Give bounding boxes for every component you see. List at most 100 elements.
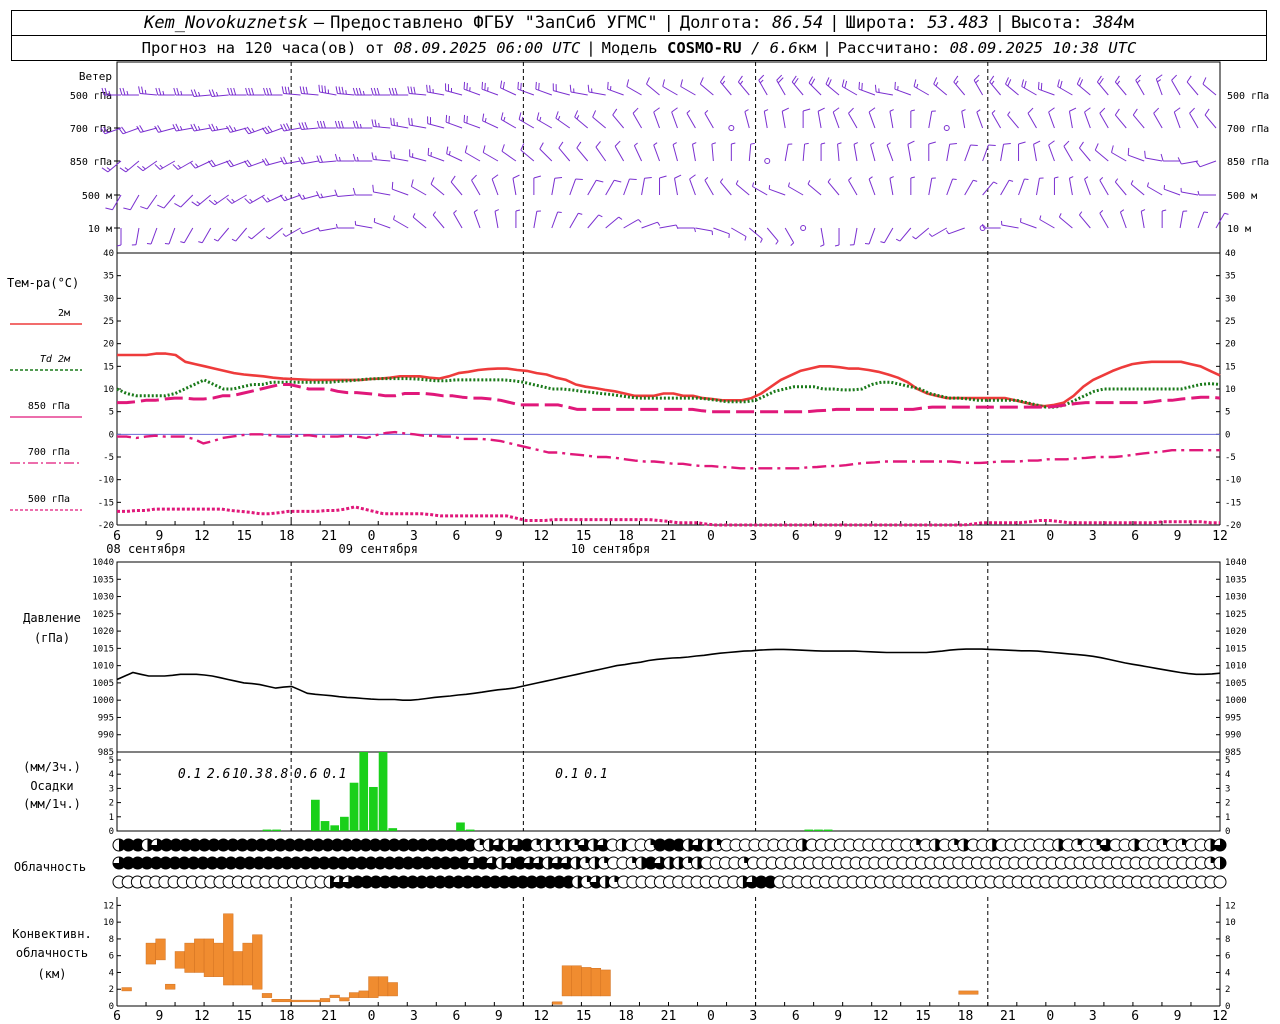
wind-barb bbox=[101, 87, 121, 96]
wind-barb bbox=[1048, 107, 1055, 129]
wind-barb-half-feather bbox=[752, 182, 755, 187]
wind-barb-feather bbox=[118, 127, 124, 135]
wind-barb-half-feather bbox=[693, 227, 696, 233]
wind-barb-half-feather bbox=[853, 142, 859, 145]
x-hour-label-bottom: 6 bbox=[113, 1009, 121, 1024]
wind-barb-feather bbox=[411, 118, 413, 126]
wind-barb-staff bbox=[1068, 178, 1073, 196]
wind-barb-feather bbox=[226, 160, 232, 168]
wind-barb-staff bbox=[587, 180, 597, 196]
wind-barb-staff bbox=[883, 227, 894, 243]
cloud-symbol bbox=[1213, 856, 1227, 870]
wind-barb bbox=[1000, 179, 1014, 196]
precip-bar bbox=[330, 825, 340, 831]
wind-barb-feather bbox=[305, 86, 308, 95]
wind-barb-feather bbox=[141, 86, 144, 94]
conv-cloud-bar bbox=[552, 1001, 563, 1005]
wind-barb-half-feather bbox=[1054, 176, 1059, 179]
wind-barb-feather bbox=[445, 114, 448, 123]
wind-barb bbox=[699, 77, 714, 96]
wind-barb bbox=[1204, 108, 1217, 129]
wind-barb-feather bbox=[208, 160, 214, 168]
x-hour-label-bottom: 18 bbox=[279, 1009, 295, 1024]
wind-barb bbox=[318, 84, 337, 96]
x-hour-label-bottom: 21 bbox=[1000, 1009, 1016, 1024]
cloud-symbol bbox=[1204, 856, 1218, 870]
wind-barb-half-feather bbox=[412, 213, 416, 218]
wind-barb-feather bbox=[928, 141, 936, 145]
wind-barb-staff bbox=[1000, 144, 1005, 162]
wind-barb-feather bbox=[227, 87, 231, 96]
wind-barb-half-feather bbox=[618, 216, 623, 220]
wind-barb-staff bbox=[680, 86, 696, 96]
pressure-y-tick-label: 1020 bbox=[92, 627, 114, 637]
wind-barb-feather bbox=[190, 124, 195, 132]
wind-barb-feather bbox=[138, 86, 141, 94]
wind-barb bbox=[1177, 157, 1199, 165]
header-separator: | bbox=[586, 39, 596, 57]
t850-line bbox=[117, 383, 1221, 414]
calculated-date: 08.09.2025 10:38 UTC bbox=[949, 39, 1137, 57]
wind-barb bbox=[689, 174, 696, 196]
wind-barb-staff bbox=[605, 180, 615, 196]
wind-barb-staff bbox=[1084, 178, 1091, 196]
wind-barb-feather bbox=[355, 87, 359, 96]
conv-y-tick-label-right: 2 bbox=[1225, 985, 1230, 995]
temp-y-tick-label-right: 20 bbox=[1225, 340, 1236, 350]
wind-barb bbox=[781, 107, 789, 129]
x-hour-label-bottom: 12 bbox=[873, 1009, 889, 1024]
wind-level-label: 500 м bbox=[82, 191, 112, 202]
conv-title-3: (км) bbox=[38, 967, 67, 981]
pressure-y-tick-label-right: 1025 bbox=[1225, 610, 1247, 620]
wind-barb bbox=[1058, 213, 1073, 229]
wind-barb bbox=[1048, 140, 1055, 162]
wind-barb-feather bbox=[251, 87, 255, 96]
wind-barb-feather bbox=[782, 107, 789, 112]
wind-barb-half-feather bbox=[731, 142, 736, 145]
wind-barb bbox=[653, 142, 660, 162]
wind-level-label-right: 10 м bbox=[1227, 224, 1251, 235]
wind-barb-feather bbox=[827, 79, 832, 87]
wind-barb-staff bbox=[720, 181, 732, 196]
wind-barb bbox=[825, 77, 840, 96]
wind-barb-staff bbox=[982, 144, 989, 162]
wind-barb-feather bbox=[316, 120, 320, 129]
temp-legend-label: 500 гПа bbox=[28, 494, 70, 505]
wind-barb bbox=[605, 179, 622, 196]
wind-barb-half-feather bbox=[448, 150, 451, 156]
conv-cloud-bar bbox=[387, 982, 398, 997]
wind-barb-staff bbox=[374, 221, 391, 229]
wind-barb bbox=[1114, 108, 1127, 129]
cloud-fill-sector bbox=[1220, 857, 1226, 869]
wind-barb bbox=[551, 177, 563, 196]
wind-barb-feather bbox=[233, 87, 237, 96]
precip-y-tick-label-right: 1 bbox=[1225, 813, 1230, 823]
wind-barb-feather bbox=[1076, 77, 1081, 85]
x-hour-label-bottom: 6 bbox=[792, 1009, 800, 1024]
wind-barb bbox=[453, 210, 463, 229]
wind-barb-feather bbox=[680, 79, 683, 87]
wind-barb-feather bbox=[243, 160, 250, 168]
wind-barb bbox=[1099, 107, 1109, 129]
wind-barb-staff bbox=[991, 113, 1002, 129]
wind-barb bbox=[116, 228, 122, 247]
precip-3h-label: 0.1 bbox=[178, 767, 201, 782]
conv-cloud-bar bbox=[203, 938, 215, 977]
wind-barb bbox=[533, 210, 541, 229]
wind-barb-staff bbox=[671, 111, 678, 129]
wind-barb-half-feather bbox=[233, 126, 237, 132]
wind-barb-staff bbox=[1084, 111, 1091, 129]
wind-barb bbox=[763, 109, 769, 129]
pressure-y-tick-label-right: 985 bbox=[1225, 748, 1241, 758]
wind-barb-staff bbox=[686, 113, 696, 129]
wind-barb-feather bbox=[230, 87, 234, 96]
wind-barb bbox=[744, 109, 750, 129]
wind-barb bbox=[1039, 215, 1055, 229]
wind-barb-feather bbox=[868, 107, 876, 113]
wind-barb bbox=[776, 74, 786, 96]
cloud-symbol bbox=[1213, 838, 1227, 852]
cloud-fill-sector bbox=[560, 857, 573, 870]
wind-barb bbox=[1099, 210, 1109, 229]
header-separator: | bbox=[994, 13, 1006, 33]
x-hour-label-bottom: 12 bbox=[194, 1009, 210, 1024]
